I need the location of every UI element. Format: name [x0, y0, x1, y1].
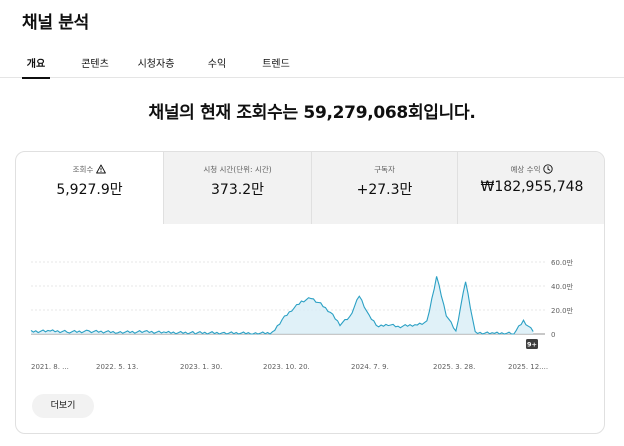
divider [457, 152, 458, 224]
metric-watch-time-value: 373.2만 [211, 182, 264, 198]
metric-views-label: 조회수 [72, 165, 94, 174]
y-tick-label: 0 [551, 331, 555, 339]
analytics-card: 조회수 5,927.9만 시청 시간(단위: 시간) 373.2만 구독자 +2… [15, 151, 605, 434]
tab-trends[interactable]: 트렌드 [262, 59, 290, 70]
metric-watch-time[interactable]: 시청 시간(단위: 시간) 373.2만 [164, 152, 311, 224]
metric-subscribers-value: +27.3만 [356, 182, 413, 198]
tab-content[interactable]: 콘텐츠 [81, 59, 109, 70]
chart-series-line [30, 276, 534, 335]
x-tick-label: 2025. 12.... [508, 363, 548, 371]
more-button[interactable]: 더보기 [32, 394, 94, 418]
tab-overview[interactable]: 개요 [22, 44, 50, 79]
y-tick-label: 60.0만 [551, 258, 574, 267]
x-tick-label: 2023. 1. 30. [180, 363, 222, 371]
metric-revenue-value: ₩182,955,748 [480, 179, 584, 195]
y-tick-label: 20.0만 [551, 306, 574, 315]
annotation-badge-label: 9+ [527, 341, 537, 349]
metric-watch-time-label: 시청 시간(단위: 시간) [203, 165, 272, 174]
tab-audience[interactable]: 시청자층 [137, 59, 175, 70]
total-views-headline: 채널의 현재 조회수는 59,279,068회입니다. [148, 103, 476, 123]
x-tick-label: 2023. 10. 20. [263, 363, 310, 371]
metric-revenue-label: 예상 수익 [510, 165, 541, 174]
x-tick-label: 2021. 8. ... [31, 363, 69, 371]
metric-views[interactable]: 조회수 5,927.9만 [16, 152, 163, 224]
y-tick-label: 40.0만 [551, 282, 574, 291]
chart-area-fill [31, 276, 534, 334]
x-tick-label: 2022. 5. 13. [96, 363, 138, 371]
page-title: 채널 분석 [22, 13, 89, 33]
tab-bar: 개요 콘텐츠 시청자층 수익 트렌드 [0, 44, 624, 79]
warning-icon[interactable] [96, 164, 107, 174]
metric-estimated-revenue[interactable]: 예상 수익 ₩182,955,748 [458, 152, 604, 224]
divider [311, 152, 312, 224]
x-tick-label: 2024. 7. 9. [351, 363, 389, 371]
clock-icon[interactable] [543, 164, 554, 174]
tab-revenue[interactable]: 수익 [207, 59, 227, 70]
metric-subscribers-label: 구독자 [374, 165, 395, 174]
divider [163, 152, 164, 224]
metric-subscribers[interactable]: 구독자 +27.3만 [312, 152, 457, 224]
x-tick-label: 2025. 3. 28. [433, 363, 475, 371]
views-chart: 60.0만 40.0만 20.0만 0 2021. 8. ... 2022. 5. 13… [30, 258, 574, 371]
annotation-badge[interactable] [526, 339, 538, 349]
metric-views-value: 5,927.9만 [56, 182, 123, 198]
